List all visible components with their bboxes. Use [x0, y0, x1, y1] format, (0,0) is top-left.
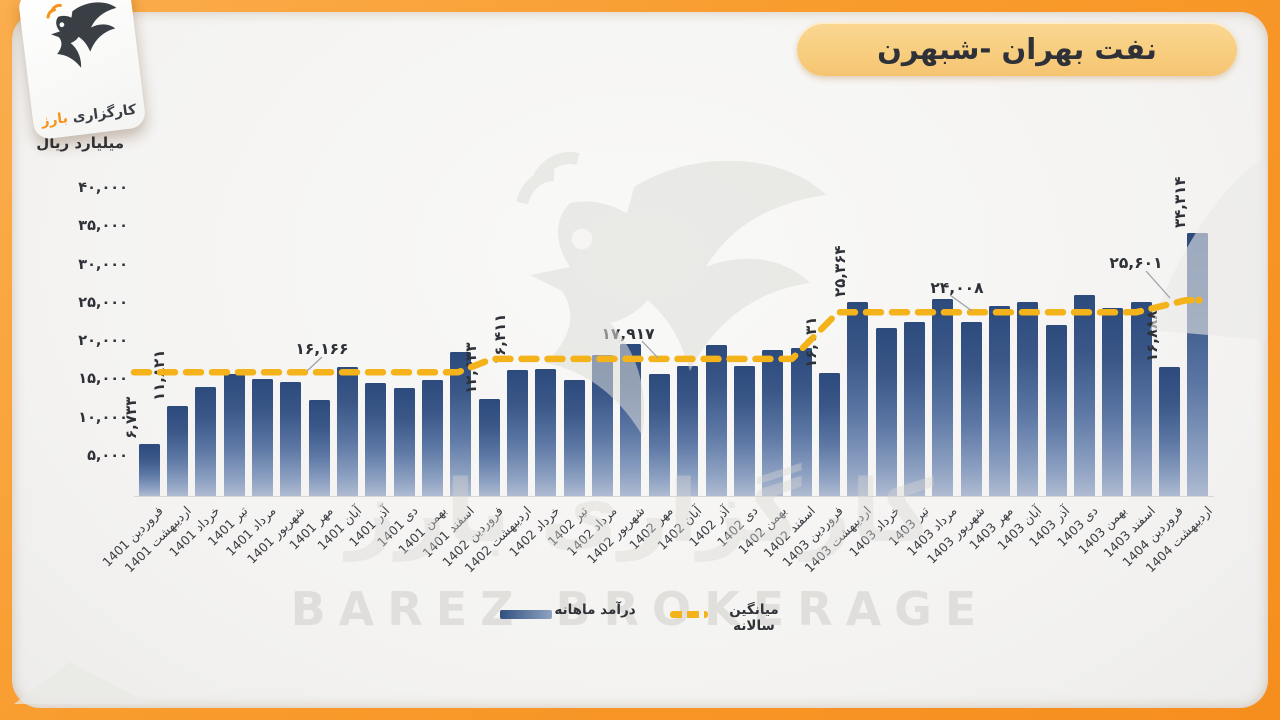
revenue-bar	[195, 386, 217, 496]
y-axis-tick-label: ۲۰,۰۰۰	[78, 333, 128, 349]
bar-value-label: ۳۴,۳۱۴	[1170, 177, 1189, 229]
revenue-bar	[166, 405, 188, 496]
brand-watermark-latin: BAREZ BROKERAGE	[290, 582, 990, 636]
y-axis-tick-label: ۵,۰۰۰	[87, 447, 128, 464]
revenue-bar	[818, 372, 840, 496]
page-title: نفت بهران -شبهرن	[797, 22, 1237, 76]
bar-value-label: ۱۱,۸۲۱	[150, 349, 169, 401]
brand-name-accent: بارز	[40, 110, 69, 130]
brand-name-dark: کارگزاری	[71, 101, 138, 126]
legend-bar-swatch	[500, 610, 552, 619]
revenue-bar	[705, 344, 727, 496]
bar-value-label: ۱۶,۸۸۸	[1142, 310, 1161, 362]
y-axis-tick-label: ۴۰,۰۰۰	[78, 180, 128, 196]
y-axis-unit-label: میلیارد ریال	[36, 134, 124, 152]
yearly-average-label: ۲۵,۶۰۱	[1109, 254, 1163, 272]
revenue-bar	[1159, 366, 1181, 496]
revenue-bar	[507, 370, 529, 496]
revenue-bar	[308, 399, 330, 496]
yearly-average-label: ۱۶,۱۶۶	[295, 340, 349, 358]
bar-value-label: ۶,۷۳۳	[122, 397, 140, 440]
legend-bar-label: درآمد ماهانه	[554, 602, 636, 618]
revenue-bar	[422, 379, 443, 496]
yearly-average-label: ۲۴,۰۰۸	[930, 279, 984, 297]
y-axis-tick-label: ۳۵,۰۰۰	[78, 218, 128, 235]
revenue-bar	[677, 365, 699, 496]
brand-eagle-watermark	[516, 152, 826, 435]
legend-line-label: میانگین سالانه	[729, 602, 779, 634]
revenue-bar	[393, 388, 415, 496]
revenue-bar	[336, 367, 358, 496]
revenue-bar	[648, 373, 670, 496]
revenue-bar	[223, 373, 245, 496]
brand-watermark-farsi: کارگزاری بارز	[346, 462, 934, 562]
revenue-bar	[563, 380, 585, 496]
revenue-bar	[1187, 233, 1209, 496]
y-axis-tick-label: ۳۰,۰۰۰	[78, 256, 128, 273]
revenue-bar	[251, 378, 273, 496]
y-axis-tick-label: ۱۵,۰۰۰	[78, 371, 128, 388]
brand-eagle-icon	[46, 2, 117, 68]
revenue-bar	[138, 444, 160, 496]
revenue-bar	[478, 399, 500, 496]
revenue-bar	[365, 382, 387, 496]
y-axis-tick-label: ۱۰,۰۰۰	[78, 409, 128, 426]
revenue-bar	[733, 365, 755, 496]
revenue-bar	[535, 369, 557, 496]
revenue-bar	[450, 352, 472, 496]
revenue-bar	[790, 347, 812, 496]
revenue-bar	[762, 349, 784, 496]
x-axis-line	[134, 496, 1214, 497]
brand-logo-card: کارگزاری بارز	[17, 0, 147, 141]
y-axis-tick-label: ۲۵,۰۰۰	[78, 294, 128, 311]
revenue-bar	[280, 382, 302, 496]
legend-line-swatch	[670, 611, 708, 618]
brand-name: کارگزاری بارز	[40, 102, 137, 130]
